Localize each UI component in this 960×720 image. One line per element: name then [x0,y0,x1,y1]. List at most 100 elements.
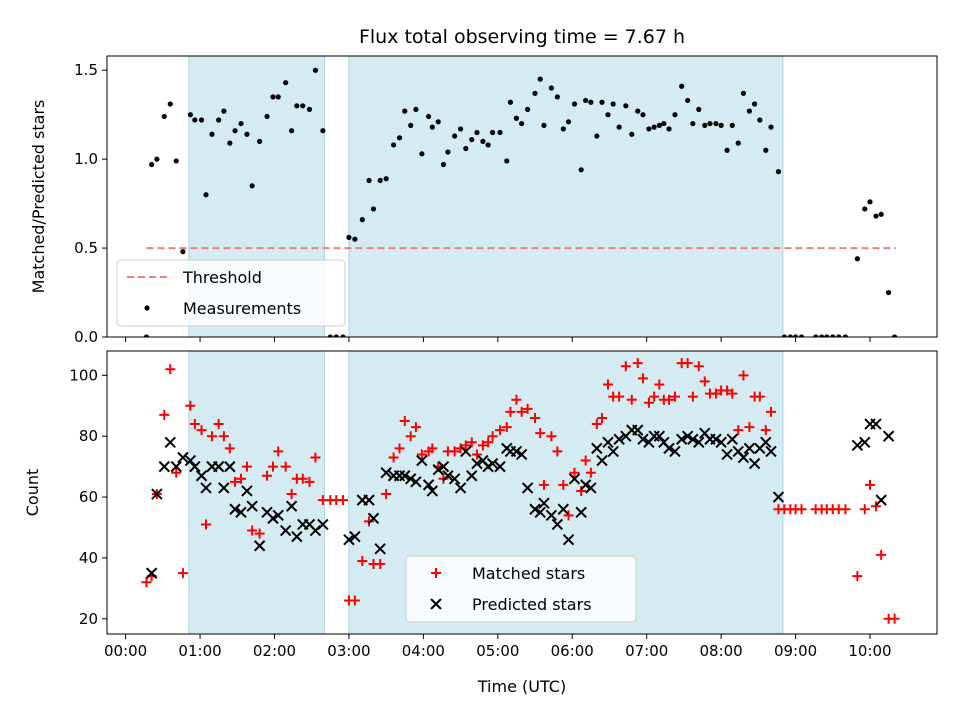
dot-point-0-121 [867,199,873,205]
plus-point-0-76 [591,419,602,430]
dot-point-0-120 [862,206,868,212]
dot-point-0-37 [370,206,377,212]
x-point-1-39 [405,473,417,485]
plus-point-0-58 [487,431,498,442]
plus-point-0-67 [538,479,549,490]
x-point-1-110 [882,430,895,442]
plus-point-0-53 [460,440,471,451]
plus-point-0-61 [505,406,516,417]
dot-point-0-69 [554,94,560,100]
dot-point-0-93 [690,120,696,127]
dot-point-0-116 [830,334,836,337]
legend-label-0: Matched stars [472,564,585,583]
dot-point-0-11 [209,131,215,137]
dot-point-0-24 [289,128,295,134]
dot-point-0-45 [419,151,425,157]
x-point-1-11 [212,460,225,473]
plus-point-0-119 [852,571,863,582]
plus-point-0-95 [699,376,710,387]
dot-point-0-14 [227,140,233,146]
dot-point-0-124 [886,289,892,296]
x-tick-label: 04:00 [402,642,445,660]
x-point-1-28 [317,518,329,531]
x-point-1-95 [721,448,733,461]
x-point-1-49 [460,445,472,458]
dot-point-0-106 [763,147,769,153]
dot-point-0-97 [713,120,719,127]
dot-point-0-111 [792,334,799,337]
plus-point-0-20 [262,470,273,481]
x-point-1-103 [765,445,777,458]
x-point-1-79 [632,424,644,436]
dot-point-0-39 [383,176,389,182]
x-tick-label: 01:00 [178,642,221,660]
x-point-1-73 [596,454,608,467]
x-point-1-58 [510,445,523,458]
plus-point-0-34 [349,595,360,606]
dot-point-0-94 [696,106,702,112]
dot-point-0-77 [599,99,605,105]
plus-point-0-0 [141,577,152,588]
x-point-1-54 [486,457,499,470]
x-point-1-62 [534,506,546,518]
plus-point-0-11 [206,431,217,442]
plus-point-0-84 [637,373,648,384]
x-point-1-69 [575,506,587,518]
plus-point-0-5 [171,467,182,478]
plus-point-0-71 [563,510,574,521]
plus-point-0-90 [669,391,680,402]
dot-point-0-118 [842,334,849,337]
x-point-1-37 [393,470,406,482]
dot-point-0-58 [489,129,496,136]
plus-point-0-89 [664,394,675,405]
dot-point-0-5 [173,158,179,164]
dot-point-0-68 [548,85,555,91]
dot-point-0-12 [216,117,222,123]
dot-point-0-125 [891,334,898,337]
x-tick-label: 07:00 [625,642,668,660]
dot-point-0-89 [666,126,672,132]
x-point-1-65 [551,518,564,531]
dot-point-0-21 [270,94,276,100]
dot-point-0-65 [532,90,538,96]
plus-point-0-6 [177,568,188,579]
x-point-1-89 [687,433,699,445]
dot-point-0-61 [507,99,514,105]
y-axis-label-0: Matched/Predicted stars [29,100,48,294]
legend-threshold-label: Threshold [182,268,262,287]
dot-point-0-81 [623,103,629,109]
dot-point-0-72 [571,101,578,107]
x-point-1-51 [471,457,483,470]
dot-point-0-32 [340,334,346,337]
dot-point-0-76 [594,133,600,139]
dot-point-0-70 [560,126,566,132]
dot-point-0-48 [435,119,441,125]
dot-point-0-115 [824,334,830,337]
x-point-1-90 [693,436,705,448]
plus-point-0-13 [218,431,229,442]
dot-point-0-16 [238,120,244,127]
plus-point-0-19 [254,528,265,539]
dot-point-0-84 [640,112,646,118]
plus-point-0-18 [247,525,258,536]
plus-point-0-16 [235,473,246,484]
plus-point-0-51 [449,446,460,457]
plus-point-0-43 [405,431,416,442]
legend-0: Threshold Measurements [116,259,346,327]
legend-1: Matched stars Predicted stars [405,555,637,623]
dot-point-0-19 [257,138,263,144]
dot-point-0-52 [457,126,464,132]
plus-point-0-57 [483,437,494,448]
plus-point-0-68 [546,431,557,442]
plus-point-0-102 [738,370,749,381]
dot-point-0-82 [629,131,635,137]
dot-point-0-110 [787,334,793,337]
plus-point-0-3 [159,409,170,420]
dot-point-0-31 [333,334,339,337]
x-point-1-102 [760,436,772,448]
x-point-1-105 [851,439,864,452]
plus-point-0-64 [522,403,533,414]
dot-point-0-43 [408,122,414,128]
dot-point-0-86 [651,124,657,130]
y-tick-label: 100 [69,366,98,384]
